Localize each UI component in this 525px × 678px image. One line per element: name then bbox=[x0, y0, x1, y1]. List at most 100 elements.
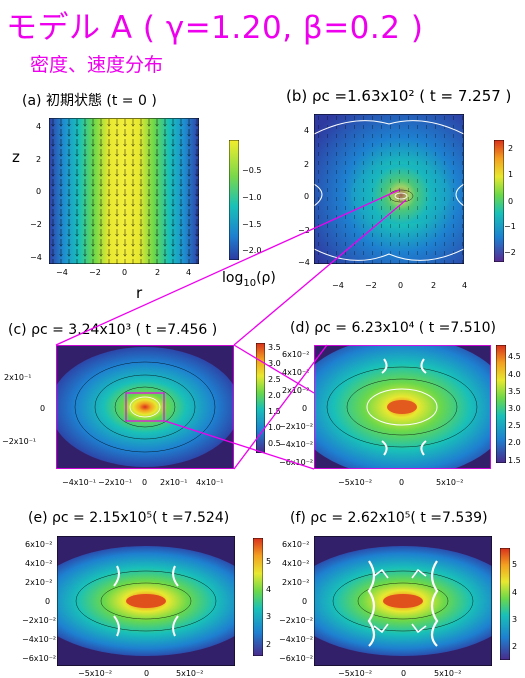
colorbar-tick: 5 bbox=[266, 557, 272, 566]
tick-label: 0 bbox=[40, 404, 46, 413]
colorbar-tick: 4.5 bbox=[508, 352, 521, 361]
panel-f-label: (f) ρc = 2.62x10⁵( t =7.539) bbox=[290, 510, 488, 526]
tick-label: 4 bbox=[462, 281, 468, 290]
colorbar-tick: 5 bbox=[512, 560, 518, 569]
tick-label: −4 bbox=[56, 268, 68, 277]
colorbar-tick: 2.5 bbox=[508, 421, 521, 430]
colorbar-tick: 1.0 bbox=[268, 423, 281, 432]
tick-label: −6x10⁻² bbox=[22, 654, 57, 663]
colorbar-tick: 2 bbox=[508, 144, 514, 153]
panel-c-colorbar bbox=[256, 343, 265, 453]
tick-label: 4x10⁻² bbox=[282, 368, 310, 377]
tick-label: 5x10⁻² bbox=[176, 669, 204, 678]
tick-label: 4 bbox=[36, 122, 42, 131]
panel-e-label: (e) ρc = 2.15x10⁵( t =7.524) bbox=[28, 510, 230, 526]
colorbar-tick: 2.5 bbox=[268, 375, 281, 384]
colorbar-tick: 0.5 bbox=[268, 439, 281, 448]
colorbar-tick: −1.5 bbox=[242, 220, 262, 229]
panel-b-plot bbox=[314, 114, 464, 264]
r-axis-label: r bbox=[136, 284, 143, 302]
panel-c-label: (c) ρc = 3.24x10³ ( t =7.456 ) bbox=[8, 322, 218, 338]
panel-a-colorbar bbox=[229, 140, 239, 260]
tick-label: −4x10⁻² bbox=[279, 440, 314, 449]
tick-label: 2x10⁻¹ bbox=[4, 373, 32, 382]
colorbar-tick: 3 bbox=[512, 615, 518, 624]
panel-c-plot bbox=[56, 345, 234, 469]
tick-label: −2 bbox=[30, 220, 42, 229]
colorbar-tick: 1.5 bbox=[508, 456, 521, 465]
tick-label: −2x10⁻² bbox=[22, 616, 57, 625]
tick-label: 5x10⁻² bbox=[434, 669, 462, 678]
colorbar-tick: 4.0 bbox=[508, 370, 521, 379]
colorbar-tick: −1.0 bbox=[242, 193, 262, 202]
colorbar-tick: 1.5 bbox=[268, 407, 281, 416]
tick-label: 0 bbox=[45, 597, 51, 606]
tick-label: −4x10⁻² bbox=[22, 635, 57, 644]
tick-label: 6x10⁻² bbox=[282, 540, 310, 549]
panel-d-plot bbox=[314, 345, 491, 469]
tick-label: −2x10⁻² bbox=[279, 616, 314, 625]
colorbar-tick: 2.0 bbox=[508, 438, 521, 447]
colorbar-tick: 2 bbox=[266, 640, 272, 649]
tick-label: 2 bbox=[36, 155, 42, 164]
tick-label: 2x10⁻² bbox=[25, 578, 53, 587]
tick-label: 0 bbox=[401, 669, 407, 678]
tick-label: −5x10⁻² bbox=[338, 478, 373, 487]
panel-a-label: (a) 初期状態 (t = 0 ) bbox=[22, 93, 157, 109]
tick-label: −5x10⁻² bbox=[338, 669, 373, 678]
tick-label: 2x10⁻¹ bbox=[160, 478, 188, 487]
tick-label: −2 bbox=[89, 268, 101, 277]
colorbar-tick: −2.0 bbox=[242, 246, 262, 255]
tick-label: 0 bbox=[122, 268, 128, 277]
panel-d-label: (d) ρc = 6.23x10⁴ ( t =7.510) bbox=[290, 320, 496, 336]
colorbar-tick: 2.0 bbox=[268, 391, 281, 400]
tick-label: −2 bbox=[365, 281, 377, 290]
tick-label: 4 bbox=[186, 268, 192, 277]
tick-label: −6x10⁻² bbox=[279, 654, 314, 663]
tick-label: −2x10⁻¹ bbox=[2, 437, 37, 446]
tick-label: −4x10⁻² bbox=[279, 635, 314, 644]
tick-label: 5x10⁻² bbox=[436, 478, 464, 487]
colorbar-tick: 3.5 bbox=[508, 387, 521, 396]
colorbar-tick: 4 bbox=[266, 585, 272, 594]
panel-a-plot bbox=[49, 118, 199, 264]
colorbar-tick: 3 bbox=[266, 612, 272, 621]
tick-label: 2x10⁻² bbox=[282, 386, 310, 395]
colorbar-tick: 4 bbox=[512, 588, 518, 597]
tick-label: −4 bbox=[298, 258, 310, 267]
tick-label: 0 bbox=[144, 669, 150, 678]
tick-label: −2x10⁻² bbox=[279, 422, 314, 431]
colorbar-tick: 0 bbox=[508, 197, 514, 206]
colorbar-tick: 1 bbox=[508, 170, 514, 179]
tick-label: 0 bbox=[304, 192, 310, 201]
colorbar-tick: −0.5 bbox=[242, 166, 262, 175]
tick-label: 2x10⁻² bbox=[282, 578, 310, 587]
tick-label: 6x10⁻² bbox=[25, 540, 53, 549]
tick-label: 0 bbox=[398, 281, 404, 290]
colorbar-tick: −2 bbox=[504, 248, 516, 257]
tick-label: 2 bbox=[431, 281, 437, 290]
tick-label: −2x10⁻¹ bbox=[98, 478, 133, 487]
tick-label: 4x10⁻² bbox=[282, 559, 310, 568]
tick-label: 0 bbox=[302, 597, 308, 606]
z-axis-label: z bbox=[12, 148, 20, 166]
colorbar-label: log10(ρ) bbox=[222, 270, 276, 289]
tick-label: 0 bbox=[302, 404, 308, 413]
tick-label: 6x10⁻² bbox=[282, 350, 310, 359]
colorbar-tick: 2 bbox=[512, 642, 518, 651]
page-subtitle: 密度、速度分布 bbox=[30, 54, 164, 76]
panel-f-colorbar bbox=[500, 548, 510, 660]
tick-label: 0 bbox=[36, 187, 42, 196]
tick-label: 2 bbox=[304, 160, 310, 169]
tick-label: −6x10⁻² bbox=[279, 458, 314, 467]
colorbar-tick: 3.0 bbox=[508, 404, 521, 413]
tick-label: 2 bbox=[155, 268, 161, 277]
tick-label: 0 bbox=[399, 478, 405, 487]
tick-label: 4x10⁻¹ bbox=[196, 478, 224, 487]
tick-label: −2 bbox=[298, 226, 310, 235]
tick-label: −4 bbox=[332, 281, 344, 290]
colorbar-tick: 3.0 bbox=[268, 359, 281, 368]
panel-f-plot bbox=[314, 536, 492, 666]
panel-e-colorbar bbox=[253, 538, 263, 656]
